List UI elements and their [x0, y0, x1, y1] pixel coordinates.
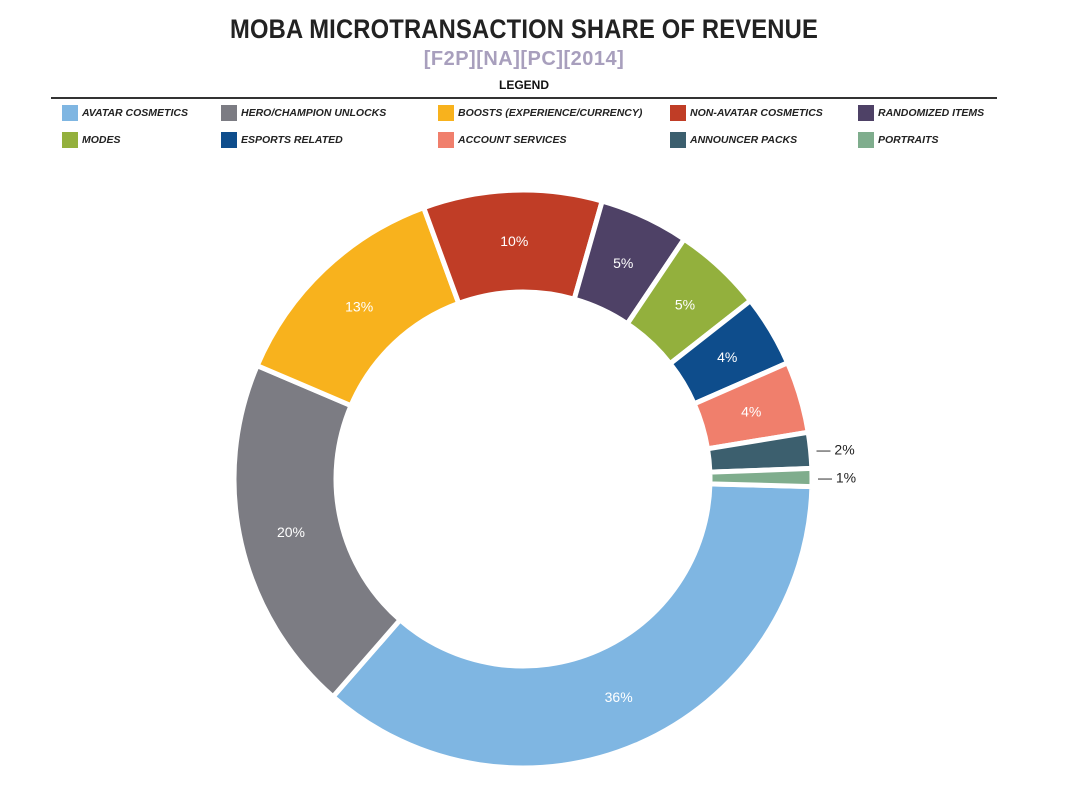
slice-value-label: 36%: [605, 689, 633, 705]
legend-swatch: [858, 105, 874, 121]
legend-swatch: [670, 132, 686, 148]
slice-value-label: 4%: [717, 349, 737, 365]
legend-label: BOOSTS (EXPERIENCE/CURRENCY): [458, 107, 643, 119]
slice-value-label: 4%: [741, 403, 761, 419]
legend-swatch: [670, 105, 686, 121]
legend-item: PORTRAITS: [858, 131, 938, 149]
chart-title: MOBA MICROTRANSACTION SHARE OF REVENUE: [230, 14, 818, 44]
legend-item: ACCOUNT SERVICES: [438, 131, 567, 149]
legend-divider: [51, 97, 997, 99]
chart-subtitle: [F2P][NA][PC][2014]: [423, 48, 625, 70]
legend-item: MODES: [62, 131, 121, 149]
slice-value-label: 20%: [277, 524, 305, 540]
legend-item: NON-AVATAR COSMETICS: [670, 104, 823, 122]
legend-swatch: [438, 132, 454, 148]
legend-swatch: [221, 105, 237, 121]
donut-slice: [329, 481, 815, 771]
legend-title: LEGEND: [498, 78, 549, 92]
legend-label: HERO/CHAMPION UNLOCKS: [241, 107, 387, 119]
slice-value-label: 10%: [500, 233, 528, 249]
donut-slice: [231, 362, 404, 701]
legend-label: NON-AVATAR COSMETICS: [690, 107, 823, 119]
legend-label: MODES: [82, 134, 121, 146]
legend-label: RANDOMIZED ITEMS: [878, 107, 985, 119]
legend-item: AVATAR COSMETICS: [62, 104, 188, 122]
legend-label: AVATAR COSMETICS: [82, 107, 188, 119]
legend-item: RANDOMIZED ITEMS: [858, 104, 984, 122]
slice-value-label: — 2%: [817, 442, 855, 458]
legend-label: ACCOUNT SERVICES: [458, 134, 567, 146]
legend-label: ESPORTS RELATED: [241, 134, 343, 146]
legend-swatch: [221, 132, 237, 148]
legend-item: BOOSTS (EXPERIENCE/CURRENCY): [438, 104, 642, 122]
slice-value-label: 13%: [345, 298, 373, 314]
legend-swatch: [438, 105, 454, 121]
slice-value-label: 5%: [613, 255, 633, 271]
slice-value-label: 5%: [675, 297, 695, 313]
legend-item: ESPORTS RELATED: [221, 131, 343, 149]
legend-swatch: [858, 132, 874, 148]
legend-label: PORTRAITS: [878, 134, 939, 146]
donut-slice: [707, 465, 815, 490]
legend-item: HERO/CHAMPION UNLOCKS: [221, 104, 386, 122]
legend-item: ANNOUNCER PACKS: [670, 131, 797, 149]
legend-swatch: [62, 105, 78, 121]
legend-swatch: [62, 132, 78, 148]
slice-value-label: — 1%: [818, 469, 856, 485]
legend-label: ANNOUNCER PACKS: [690, 134, 798, 146]
